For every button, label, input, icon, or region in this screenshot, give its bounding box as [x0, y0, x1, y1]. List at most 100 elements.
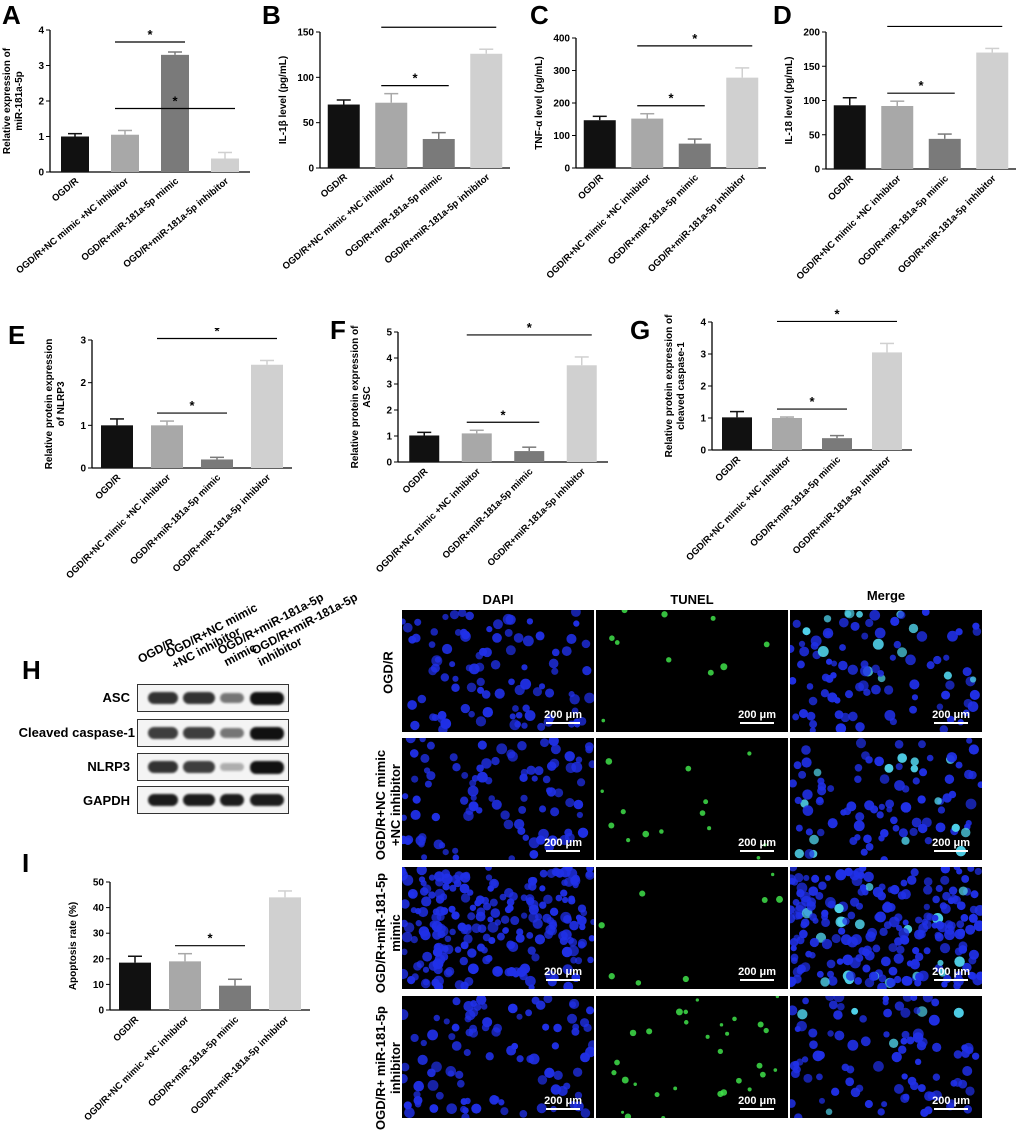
category-label: OGD/R+miR-181a-5p inhibitor	[896, 173, 999, 276]
cell-nucleus	[452, 997, 461, 1006]
y-tick-label: 30	[93, 929, 105, 940]
row-label-3: OGD/R+miR-181-5p mimic	[373, 872, 403, 994]
cell-nucleus	[460, 1105, 468, 1113]
cell-nucleus	[763, 1027, 769, 1034]
bar	[111, 134, 139, 172]
cell-nucleus	[487, 916, 494, 923]
y-tick-label: 0	[80, 464, 86, 475]
col-title-merge: Merge	[866, 588, 906, 603]
cell-nucleus	[790, 913, 796, 924]
y-axis-label-line: ASC	[362, 386, 373, 407]
cell-nucleus	[449, 753, 458, 762]
cell-nucleus	[458, 610, 467, 618]
cell-nucleus	[475, 716, 487, 727]
cell-nucleus	[801, 757, 812, 768]
cell-nucleus	[842, 917, 850, 926]
cell-nucleus	[402, 1074, 408, 1084]
y-tick-label: 3	[700, 350, 706, 361]
cell-nucleus	[566, 633, 577, 644]
cell-nucleus	[962, 962, 972, 973]
cell-nucleus	[822, 627, 834, 639]
cell-nucleus	[452, 675, 459, 682]
cell-nucleus	[402, 948, 408, 956]
cell-nucleus	[821, 938, 833, 950]
cell-nucleus	[506, 940, 516, 950]
cell-nucleus	[747, 1087, 752, 1092]
cell-nucleus	[900, 1037, 908, 1045]
category-label: OGD/R+NC mimic +NC inhibitor	[82, 1014, 191, 1123]
blot-band	[183, 727, 215, 739]
cell-nucleus	[464, 1015, 472, 1023]
category-label: OGD/R	[576, 172, 606, 202]
cell-nucleus	[573, 620, 580, 627]
cell-nucleus	[586, 867, 594, 873]
micrograph-cells	[790, 867, 982, 989]
cell-nucleus	[850, 621, 860, 631]
cell-nucleus	[467, 963, 479, 975]
cell-nucleus	[900, 889, 911, 900]
cell-nucleus	[467, 912, 476, 921]
scale-bar: 200 μm	[738, 1095, 776, 1110]
cell-nucleus	[775, 996, 780, 999]
cell-nucleus	[486, 626, 493, 633]
bar	[726, 77, 759, 168]
cell-nucleus	[834, 697, 841, 704]
cell-nucleus	[914, 1058, 922, 1066]
cell-nucleus	[932, 1073, 941, 1081]
cell-nucleus	[862, 964, 871, 973]
panel-letter-i: I	[22, 848, 30, 878]
cell-nucleus	[479, 647, 488, 656]
cell-nucleus	[854, 775, 862, 783]
cell-nucleus	[897, 647, 908, 658]
cell-nucleus	[827, 785, 835, 792]
cell-nucleus	[900, 802, 912, 813]
cell-nucleus	[420, 978, 431, 989]
cell-nucleus	[958, 1079, 968, 1089]
cell-nucleus	[442, 613, 449, 621]
cell-nucleus	[854, 764, 863, 772]
cell-nucleus	[461, 1113, 470, 1118]
cell-nucleus	[428, 891, 436, 899]
significance-star: *	[412, 71, 418, 86]
cell-nucleus	[571, 761, 583, 773]
cell-nucleus	[818, 881, 827, 890]
y-axis-label-line: Relative protein expression	[44, 339, 55, 470]
cell-nucleus	[825, 996, 835, 1002]
cell-nucleus	[960, 914, 969, 922]
cell-nucleus	[515, 933, 525, 943]
cell-nucleus	[526, 932, 534, 939]
cell-nucleus	[642, 830, 650, 838]
cell-nucleus	[955, 761, 963, 769]
cell-nucleus	[865, 931, 876, 942]
bar	[722, 417, 752, 450]
cell-nucleus	[575, 756, 583, 764]
cell-nucleus	[879, 774, 890, 784]
category-label: OGD/R+miR-181a-5p mimic	[146, 1014, 241, 1109]
cell-nucleus	[442, 848, 449, 856]
cell-nucleus	[934, 797, 942, 805]
micrograph-cells	[402, 996, 594, 1118]
cell-nucleus	[974, 904, 982, 916]
cell-nucleus	[509, 713, 516, 720]
cell-nucleus	[411, 775, 419, 783]
cell-nucleus	[435, 877, 444, 887]
micrograph-cells	[402, 867, 594, 989]
cell-nucleus	[763, 641, 770, 648]
cell-nucleus	[962, 1066, 973, 1077]
cell-nucleus	[477, 771, 488, 783]
cell-nucleus	[579, 923, 586, 931]
cell-nucleus	[659, 829, 664, 834]
cell-nucleus	[831, 1087, 840, 1096]
cell-nucleus	[968, 972, 977, 980]
cell-nucleus	[898, 927, 910, 939]
cell-nucleus	[516, 1055, 524, 1063]
cell-nucleus	[427, 1029, 439, 1041]
y-tick-label: 4	[38, 26, 44, 37]
cell-nucleus	[838, 927, 846, 935]
cell-nucleus	[414, 907, 422, 915]
cell-nucleus	[816, 1073, 823, 1081]
cell-nucleus	[490, 908, 501, 918]
cell-nucleus	[863, 688, 871, 697]
category-label: OGD/R	[93, 472, 123, 502]
bar	[772, 418, 802, 450]
